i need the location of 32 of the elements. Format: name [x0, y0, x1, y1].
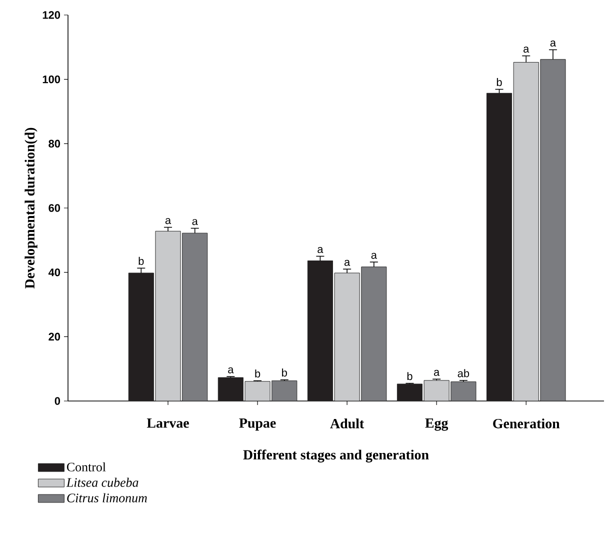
data-label: a	[192, 219, 198, 226]
y-tick-label: 120	[42, 11, 60, 19]
legend-label: Citrus limonum	[67, 493, 147, 502]
x-tick-label: Egg	[425, 418, 448, 431]
data-label: ab	[458, 369, 470, 378]
data-label: a	[550, 40, 556, 47]
x-tick-label: Adult	[330, 418, 364, 428]
data-label: b	[407, 372, 412, 380]
data-label: b	[138, 256, 144, 265]
x-tick-label: Generation	[493, 418, 560, 428]
data-label: a	[228, 367, 234, 374]
data-label: a	[344, 260, 350, 266]
data-label: b	[255, 369, 260, 378]
data-label: a	[434, 370, 440, 376]
legend-label: Litsea cubeba	[66, 478, 138, 487]
legend-label: Control	[66, 462, 106, 472]
y-tick-label: 100	[42, 75, 60, 84]
data-label: b	[496, 78, 502, 86]
y-tick-label: 20	[48, 332, 60, 341]
data-label: b	[282, 368, 287, 377]
x-tick-label: Larvae	[146, 418, 189, 428]
data-label: a	[371, 252, 377, 259]
data-label: a	[165, 218, 172, 224]
y-tick-label: 0	[54, 397, 60, 405]
y-tick-label: 40	[48, 268, 60, 276]
y-tick-label: 60	[48, 204, 60, 212]
x-axis-title: Different stages and generation	[243, 450, 429, 462]
y-axis-title: Developmental duration(d)	[24, 128, 38, 289]
y-tick-label: 80	[48, 140, 60, 148]
data-label: a	[318, 247, 324, 254]
x-tick-label: Pupae	[239, 418, 276, 431]
data-label: a	[524, 46, 530, 53]
